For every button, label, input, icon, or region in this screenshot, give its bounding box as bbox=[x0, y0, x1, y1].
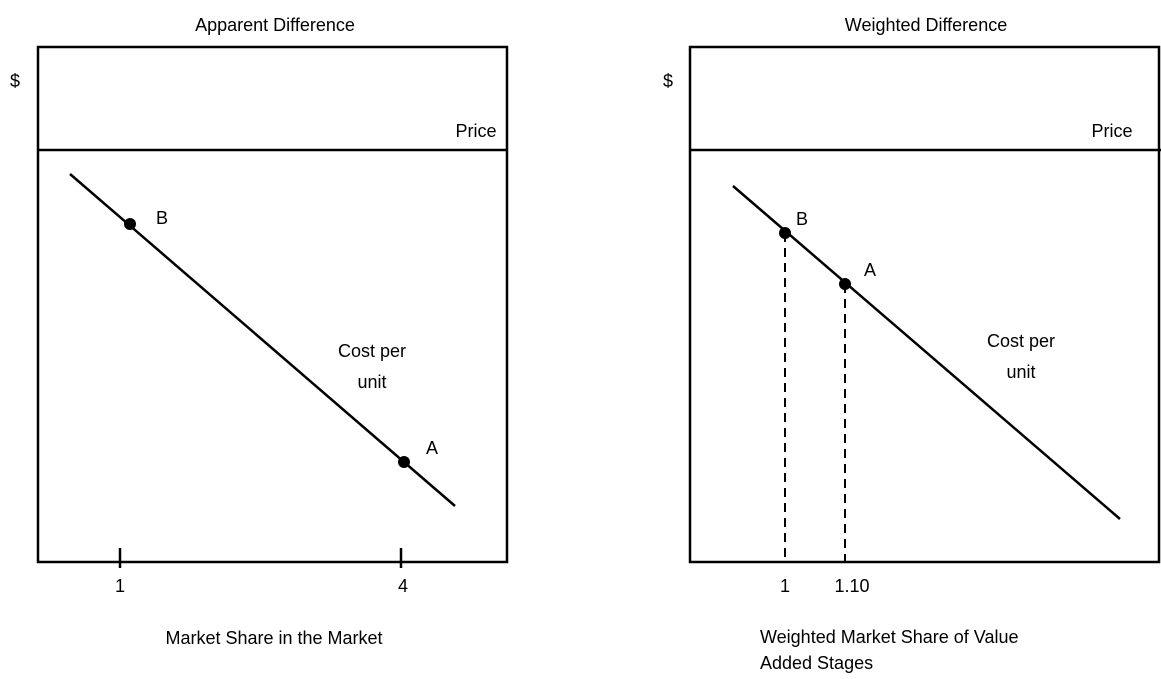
x-label: Weighted Market Share of Value bbox=[760, 627, 1018, 647]
price-label: Price bbox=[1091, 121, 1132, 141]
curve-label: unit bbox=[357, 372, 386, 392]
curve-label: Cost per bbox=[338, 341, 406, 361]
frame bbox=[36, 45, 509, 564]
y-label: $ bbox=[10, 71, 20, 91]
point bbox=[839, 278, 851, 290]
x-label: Added Stages bbox=[760, 653, 873, 673]
point-label: A bbox=[864, 260, 876, 280]
y-label: $ bbox=[663, 71, 673, 91]
point-label: A bbox=[426, 438, 438, 458]
x-label: Market Share in the Market bbox=[165, 628, 382, 648]
tick-label: 1.10 bbox=[834, 576, 869, 596]
point bbox=[398, 456, 410, 468]
point-label: B bbox=[796, 209, 808, 229]
cost-curve bbox=[69, 173, 456, 507]
frame bbox=[688, 45, 1161, 564]
cost-curve bbox=[732, 185, 1121, 520]
point bbox=[124, 218, 136, 230]
curve-label: unit bbox=[1006, 362, 1035, 382]
point-label: B bbox=[156, 208, 168, 228]
tick-label: 1 bbox=[780, 576, 790, 596]
tick-label: 1 bbox=[115, 576, 125, 596]
panel-title: Apparent Difference bbox=[195, 15, 355, 35]
tick-label: 4 bbox=[398, 576, 408, 596]
curve-label: Cost per bbox=[987, 331, 1055, 351]
panel-left: Apparent Difference $ Price B A Cost per… bbox=[10, 15, 509, 648]
price-label: Price bbox=[455, 121, 496, 141]
panel-right: Weighted Difference $ Price B A Cost per… bbox=[663, 15, 1161, 673]
panel-title: Weighted Difference bbox=[845, 15, 1007, 35]
point bbox=[779, 227, 791, 239]
